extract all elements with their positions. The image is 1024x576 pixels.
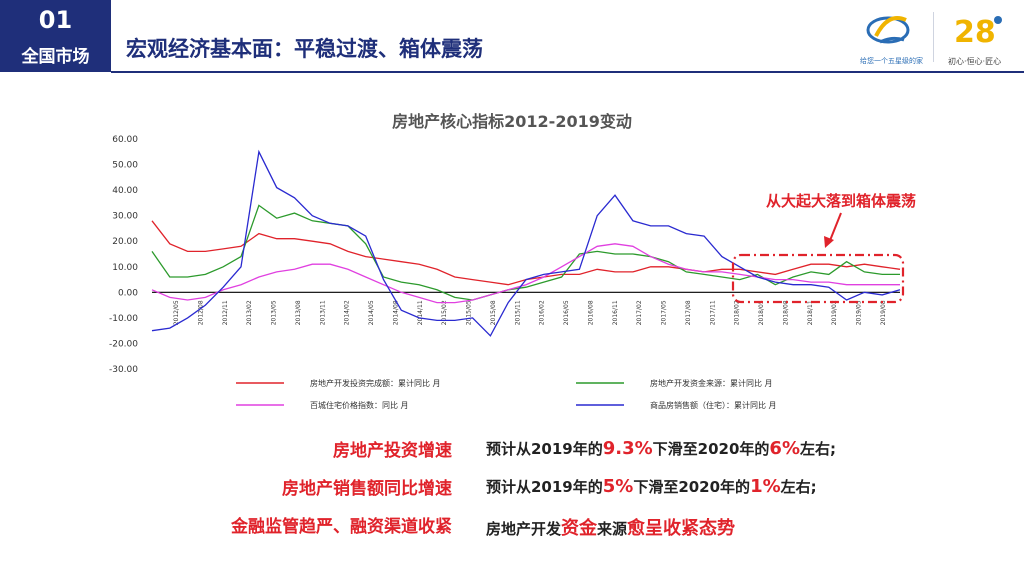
chart-title: 房地产核心指标2012-2019变动 [392, 112, 632, 131]
desc-sales: 预计从2019年的5%下滑至2020年的1%左右; [486, 476, 817, 497]
legend-label: 房地产开发资金来源：累计同比 月 [650, 378, 773, 388]
company-logo: 28 [858, 6, 1018, 66]
x-tick-label: 2013/02 [246, 300, 253, 325]
anniversary-number: 28 [954, 15, 996, 50]
x-tick-label: 2014/11 [417, 300, 424, 325]
legend-label: 百城住宅价格指数：同比 月 [310, 400, 409, 410]
section-badge: 01 全国市场 [0, 0, 111, 72]
y-tick-label: -20.00 [109, 339, 138, 349]
callout-arrowhead [824, 236, 834, 248]
x-tick-label: 2017/05 [661, 300, 668, 325]
legend-label: 房地产开发投资完成额：累计同比 月 [310, 378, 441, 388]
x-tick-label: 2012/08 [197, 300, 204, 325]
y-tick-label: 10.00 [112, 263, 138, 273]
metric-investment: 房地产投资增速 [333, 441, 452, 461]
section-label: 全国市场 [21, 47, 90, 67]
highlight-box [731, 253, 905, 304]
x-tick-label: 2016/02 [539, 300, 546, 325]
x-tick-label: 2017/11 [709, 300, 716, 325]
x-tick-label: 2013/05 [271, 300, 278, 325]
x-tick-label: 2013/08 [295, 300, 302, 325]
x-tick-label: 2012/11 [222, 300, 229, 325]
x-tick-label: 2017/02 [636, 300, 643, 325]
desc-investment: 预计从2019年的9.3%下滑至2020年的6%左右; [486, 438, 836, 459]
x-tick-label: 2014/02 [344, 300, 351, 325]
section-number: 01 [38, 6, 73, 34]
x-tick-label: 2018/05 [758, 300, 765, 325]
y-tick-label: 40.00 [112, 186, 138, 196]
desc-finance: 房地产开发资金来源愈呈收紧态势 [486, 518, 736, 539]
x-tick-label: 2019/08 [880, 300, 887, 325]
x-tick-label: 2018/11 [807, 300, 814, 325]
x-tick-label: 2014/08 [392, 300, 399, 325]
callout-text: 从大起大落到箱体震荡 [766, 192, 917, 210]
y-tick-label: -10.00 [109, 314, 138, 324]
x-tick-label: 2018/02 [734, 300, 741, 325]
y-tick-label: 60.00 [112, 135, 138, 145]
metric-sales: 房地产销售额同比增速 [282, 479, 452, 499]
x-tick-label: 2016/11 [612, 300, 619, 325]
x-tick-label: 2016/05 [563, 300, 570, 325]
x-tick-label: 2015/08 [490, 300, 497, 325]
y-tick-label: 30.00 [112, 212, 138, 222]
page-title: 宏观经济基本面：平稳过渡、箱体震荡 [126, 37, 483, 61]
x-tick-label: 2018/08 [782, 300, 789, 325]
series-line [151, 149, 901, 337]
x-tick-label: 2019/05 [856, 300, 863, 325]
x-tick-label: 2019/02 [831, 300, 838, 325]
callout-arrow [828, 212, 842, 244]
title-divider [111, 71, 1024, 73]
x-tick-label: 2015/05 [466, 300, 473, 325]
y-tick-label: -30.00 [109, 365, 138, 375]
y-tick-label: 0.00 [118, 288, 138, 298]
series-line [151, 243, 900, 304]
y-tick-label: 20.00 [112, 237, 138, 247]
x-tick-label: 2013/11 [319, 300, 326, 325]
legend-label: 商品房销售额（住宅）：累计同比 月 [650, 400, 777, 410]
logo-separator [933, 12, 934, 62]
series-line [151, 204, 900, 301]
x-tick-label: 2017/08 [685, 300, 692, 325]
y-tick-label: 50.00 [112, 161, 138, 171]
x-tick-label: 2015/11 [514, 300, 521, 325]
x-tick-label: 2015/02 [441, 300, 448, 325]
logo-tagline: 给您一个五星级的家 [860, 57, 923, 65]
logo-graphic: 28 [866, 15, 1002, 50]
x-tick-label: 2012/05 [173, 300, 180, 325]
metric-finance: 金融监管趋严、融资渠道收紧 [231, 517, 452, 537]
anniversary-tagline: 初心·恒心·匠心 [948, 57, 1002, 66]
x-tick-label: 2016/08 [587, 300, 594, 325]
x-tick-label: 2014/05 [368, 300, 375, 325]
